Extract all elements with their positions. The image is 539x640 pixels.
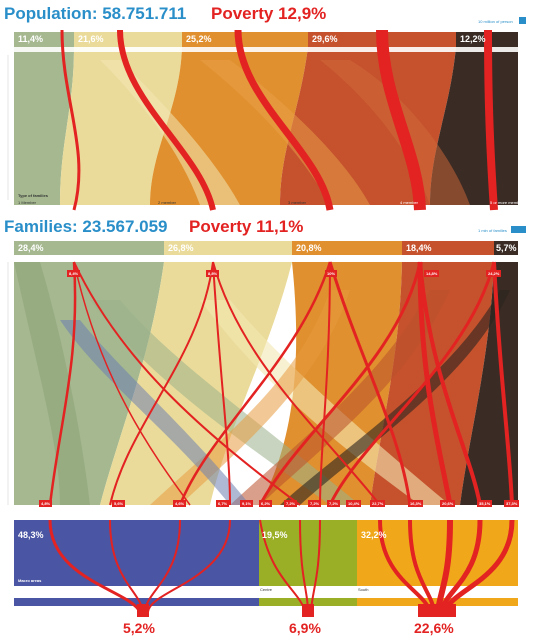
population-legend-box (519, 17, 526, 24)
fam-poverty-5: 24,2% (486, 270, 502, 277)
population-title: Population: 58.751.711 (4, 4, 187, 23)
families-legend-box (511, 226, 526, 233)
population-poverty: Poverty 12,9% (211, 4, 327, 23)
area-band-south (357, 520, 518, 598)
flow-badge-2: 5,6% (112, 500, 126, 507)
type-label-3: 3 member (288, 200, 307, 205)
families-bands (14, 241, 518, 255)
type-label-5: 5 or more member (490, 200, 523, 205)
poverty-streams (48, 29, 515, 613)
pop-share-1: 11,4% (18, 34, 44, 44)
flow-badge-13: 20,6% (440, 500, 456, 507)
area-band-centre (259, 520, 357, 598)
flow-badge-14: 35,1% (477, 500, 493, 507)
fam-share-4: 18,4% (406, 243, 432, 253)
families-title: Families: 23.567.059 (4, 217, 168, 236)
flow-badge-15: 37,3% (504, 500, 520, 507)
area-label-south: South (358, 587, 369, 592)
families-poverty: Poverty 11,1% (189, 217, 304, 236)
flow-badge-8: 7,2% (308, 500, 322, 507)
type-label-2: 2 member (158, 200, 177, 205)
families-legend-text: 1 mln of families (478, 228, 507, 233)
flow-badge-1: 4,8% (39, 500, 53, 507)
fam-share-1: 28,4% (18, 243, 44, 253)
flow-badge-9: 7,2% (327, 500, 341, 507)
south-poverty-bar (418, 604, 456, 617)
fam-share-3: 20,8% (296, 243, 322, 253)
flow-badge-4: 6,7% (216, 500, 230, 507)
fam-share-5: 5,7% (496, 243, 517, 253)
centre-poverty-bar (302, 604, 314, 617)
area-band-north (14, 520, 259, 598)
fam-band-2 (164, 241, 292, 255)
pop-share-3: 25,2% (186, 34, 212, 44)
flow-badge-3: 4,6% (173, 500, 187, 507)
population-to-family-flows (14, 47, 518, 205)
pop-share-5: 12,2% (460, 34, 486, 44)
fam-poverty-4: 14,8% (424, 270, 440, 277)
area-share-south: 32,2% (361, 530, 387, 540)
fam-band-4 (402, 241, 494, 255)
area-label-centre: Centre (260, 587, 273, 592)
flow-badge-7: 7,2% (284, 500, 298, 507)
centre-poverty-pct: 6,9% (289, 620, 321, 636)
fam-poverty-2: 8,8% (206, 270, 220, 277)
type-label-1: 1 Member (18, 200, 37, 205)
type-label-4: 4 member (400, 200, 419, 205)
north-poverty-bar (137, 604, 149, 617)
type-families-title: Type of families (18, 193, 48, 198)
area-label-north: North (18, 587, 28, 592)
south-poverty-pct: 22,6% (414, 620, 454, 636)
fam-band-5 (494, 241, 518, 255)
flow-badge-10: 10,4% (346, 500, 362, 507)
flow-badge-12: 16,3% (408, 500, 424, 507)
area-share-north: 48,3% (18, 530, 44, 540)
north-poverty-pct: 5,2% (123, 620, 155, 636)
fam-poverty-1: 8,4% (67, 270, 81, 277)
pop-band-2 (74, 32, 182, 47)
fam-band-3 (292, 241, 402, 255)
pop-share-4: 29,6% (312, 34, 338, 44)
fam-share-2: 26,8% (168, 243, 194, 253)
population-legend-text: 10 million of person (478, 19, 513, 24)
pop-band-1 (14, 32, 74, 47)
pop-share-2: 21,6% (78, 34, 104, 44)
flow-badge-5: 9,1% (240, 500, 254, 507)
flow-badge-6: 6,2% (259, 500, 273, 507)
flow-badge-11: 22,7% (370, 500, 386, 507)
macro-areas-title: Macro areas (18, 578, 42, 583)
area-share-centre: 19,5% (262, 530, 288, 540)
fam-poverty-3: 10% (325, 270, 338, 277)
pop-band-3 (182, 32, 308, 47)
fam-band-1 (14, 241, 164, 255)
